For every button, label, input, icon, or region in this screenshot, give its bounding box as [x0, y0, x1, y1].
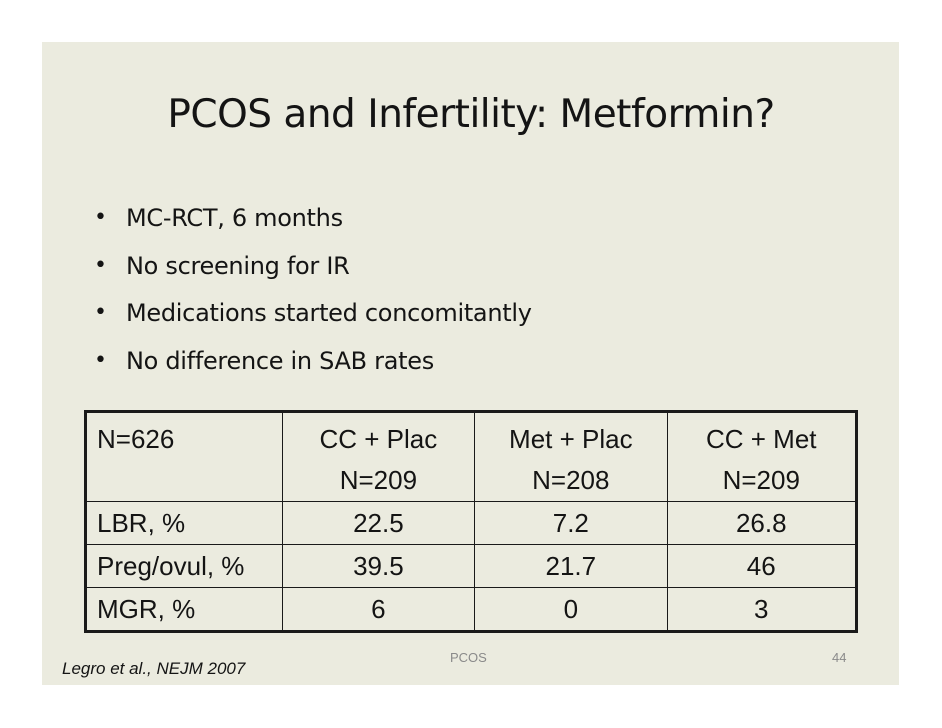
results-table: N=626 CC + Plac N=209 Met + Plac N=208 C… [84, 410, 858, 633]
bullet-item: • No difference in SAB rates [84, 341, 532, 389]
table-row: MGR, % 6 0 3 [85, 587, 858, 632]
table-cell: 22.5 [281, 501, 476, 545]
table-cell: 3 [666, 587, 858, 632]
slide-title: PCOS and Infertility: Metformin? [167, 92, 775, 137]
table-cell: 6 [281, 587, 476, 632]
header-cell-cc-met: CC + Met N=209 [666, 411, 858, 502]
bullet-item: • Medications started concomitantly [84, 293, 532, 341]
page-number: 44 [832, 650, 847, 665]
bullet-item: • MC-RCT, 6 months [84, 198, 532, 246]
citation: Legro et al., NEJM 2007 [62, 659, 246, 678]
table-cell: 21.7 [474, 544, 668, 588]
bullet-glyph: • [94, 205, 107, 230]
header-cell-cc-plac: CC + Plac N=209 [281, 411, 476, 502]
bullet-list: • MC-RCT, 6 months • No screening for IR •… [84, 198, 532, 388]
row-label: LBR, % [85, 501, 283, 545]
bullet-item: • No screening for IR [84, 246, 532, 294]
bullet-glyph: • [94, 300, 107, 325]
table-cell: 39.5 [281, 544, 476, 588]
table-cell: 46 [666, 544, 858, 588]
table-cell: 7.2 [474, 501, 668, 545]
row-label: Preg/ovul, % [85, 544, 283, 588]
table-cell: 0 [474, 587, 668, 632]
table-row: Preg/ovul, % 39.5 21.7 46 [85, 544, 858, 588]
table-row: LBR, % 22.5 7.2 26.8 [85, 501, 858, 545]
table-header-row: N=626 CC + Plac N=209 Met + Plac N=208 C… [85, 411, 858, 502]
header-cell-met-plac: Met + Plac N=208 [474, 411, 668, 502]
row-label: MGR, % [85, 587, 283, 632]
bullet-glyph: • [94, 252, 107, 278]
table-cell: 26.8 [666, 501, 858, 545]
header-cell-label: N=626 [85, 411, 283, 502]
footer-title: PCOS [450, 650, 487, 665]
bullet-glyph: • [94, 347, 107, 373]
